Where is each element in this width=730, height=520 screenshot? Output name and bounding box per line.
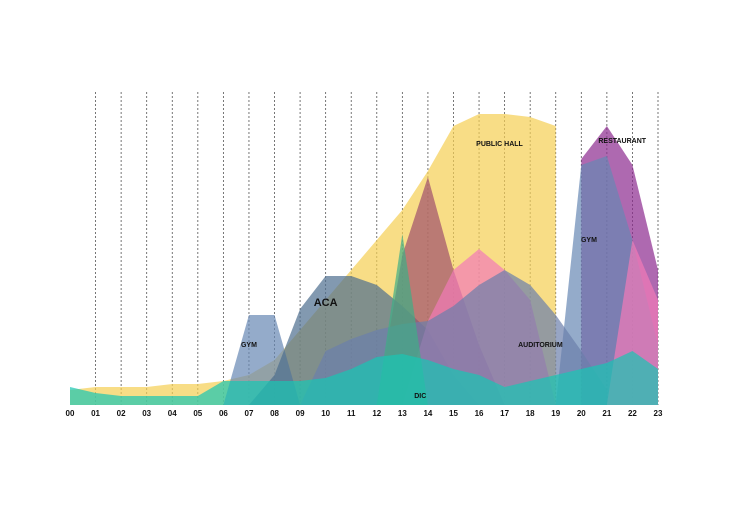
annotation: DIC — [414, 393, 426, 400]
x-tick-label: 06 — [219, 409, 228, 418]
x-tick-label: 08 — [270, 409, 279, 418]
x-tick-label: 19 — [551, 409, 560, 418]
x-tick-label: 05 — [193, 409, 202, 418]
x-tick-label: 02 — [117, 409, 126, 418]
x-tick-label: 11 — [347, 409, 356, 418]
x-tick-label: 10 — [321, 409, 330, 418]
x-tick-label: 14 — [423, 409, 432, 418]
annotation: RESTAURANT — [598, 138, 646, 145]
x-tick-label: 17 — [500, 409, 509, 418]
x-tick-label: 01 — [91, 409, 100, 418]
annotation: ACA — [314, 297, 338, 309]
x-tick-label: 18 — [526, 409, 535, 418]
annotation: AUDITORIUM — [518, 342, 563, 349]
x-tick-label: 15 — [449, 409, 458, 418]
annotation: GYM — [581, 237, 597, 244]
x-tick-label: 21 — [602, 409, 611, 418]
x-tick-label: 00 — [66, 409, 75, 418]
x-tick-label: 22 — [628, 409, 637, 418]
x-tick-label: 07 — [245, 409, 254, 418]
x-tick-label: 20 — [577, 409, 586, 418]
x-tick-label: 03 — [142, 409, 151, 418]
annotation: PUBLIC HALL — [476, 141, 523, 148]
x-tick-label: 13 — [398, 409, 407, 418]
area — [70, 351, 658, 405]
x-tick-label: 12 — [372, 409, 381, 418]
x-tick-label: 09 — [296, 409, 305, 418]
x-tick-label: 16 — [475, 409, 484, 418]
annotation: GYM — [241, 342, 257, 349]
x-tick-label: 04 — [168, 409, 177, 418]
x-tick-label: 23 — [654, 409, 663, 418]
